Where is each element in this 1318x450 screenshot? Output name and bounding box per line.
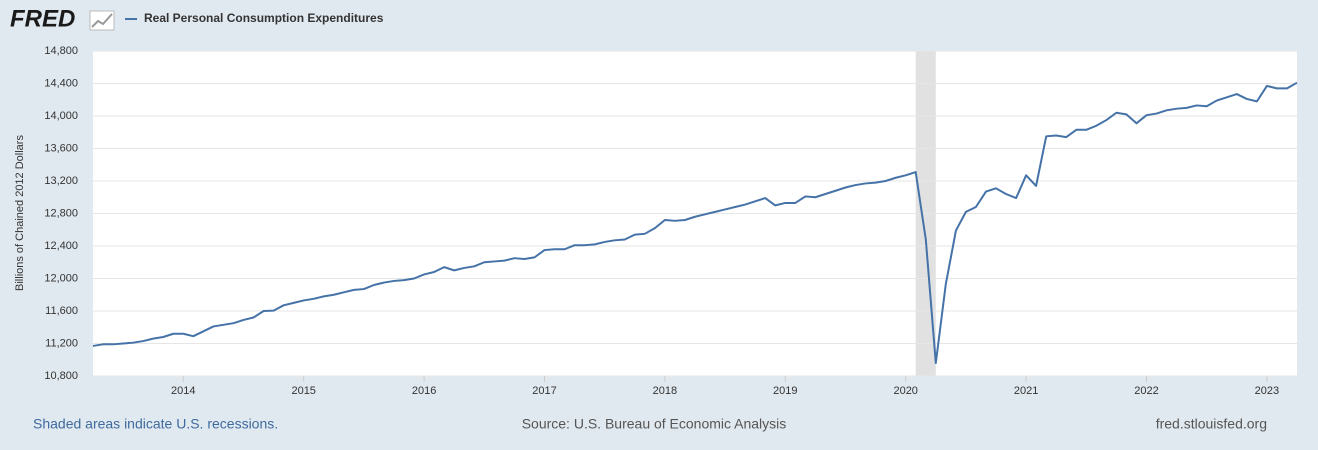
x-tick-label: 2016	[412, 385, 436, 397]
y-tick-label: 14,800	[44, 45, 78, 57]
y-tick-label: 14,000	[44, 110, 78, 122]
logo-frame	[89, 10, 115, 31]
x-tick-label: 2023	[1255, 385, 1279, 397]
series-line	[92, 81, 1298, 364]
y-tick-label: 12,000	[44, 272, 78, 284]
y-tick-label: 12,400	[44, 240, 78, 252]
y-tick-label: 10,800	[44, 370, 78, 382]
logo-icon	[89, 10, 115, 31]
y-tick-label: 14,400	[44, 77, 78, 89]
x-tick-label: 2014	[171, 385, 195, 397]
y-axis-label: Billions of Chained 2012 Dollars	[14, 135, 26, 291]
y-tick-label: 13,600	[44, 142, 78, 154]
logo: FRED	[10, 5, 75, 32]
site-link[interactable]: fred.stlouisfed.org	[1156, 416, 1267, 432]
x-tick-label: 2018	[653, 385, 677, 397]
y-tick-label: 11,200	[45, 337, 78, 349]
x-tick-label: 2021	[1014, 385, 1038, 397]
legend-label: Real Personal Consumption Expenditures	[144, 11, 384, 25]
logo-line	[91, 13, 113, 28]
x-tick-label: 2017	[532, 385, 556, 397]
recession-note[interactable]: Shaded areas indicate U.S. recessions.	[33, 416, 278, 432]
x-tick-label: 2019	[773, 385, 797, 397]
x-tick-label: 2020	[893, 385, 917, 397]
y-tick-label: 13,200	[44, 175, 78, 187]
source: Source: U.S. Bureau of Economic Analysis	[522, 416, 787, 432]
y-tick-label: 12,800	[44, 207, 78, 219]
x-tick-label: 2022	[1134, 385, 1158, 397]
x-tick-label: 2015	[291, 385, 315, 397]
y-tick-label: 11,600	[45, 305, 78, 317]
